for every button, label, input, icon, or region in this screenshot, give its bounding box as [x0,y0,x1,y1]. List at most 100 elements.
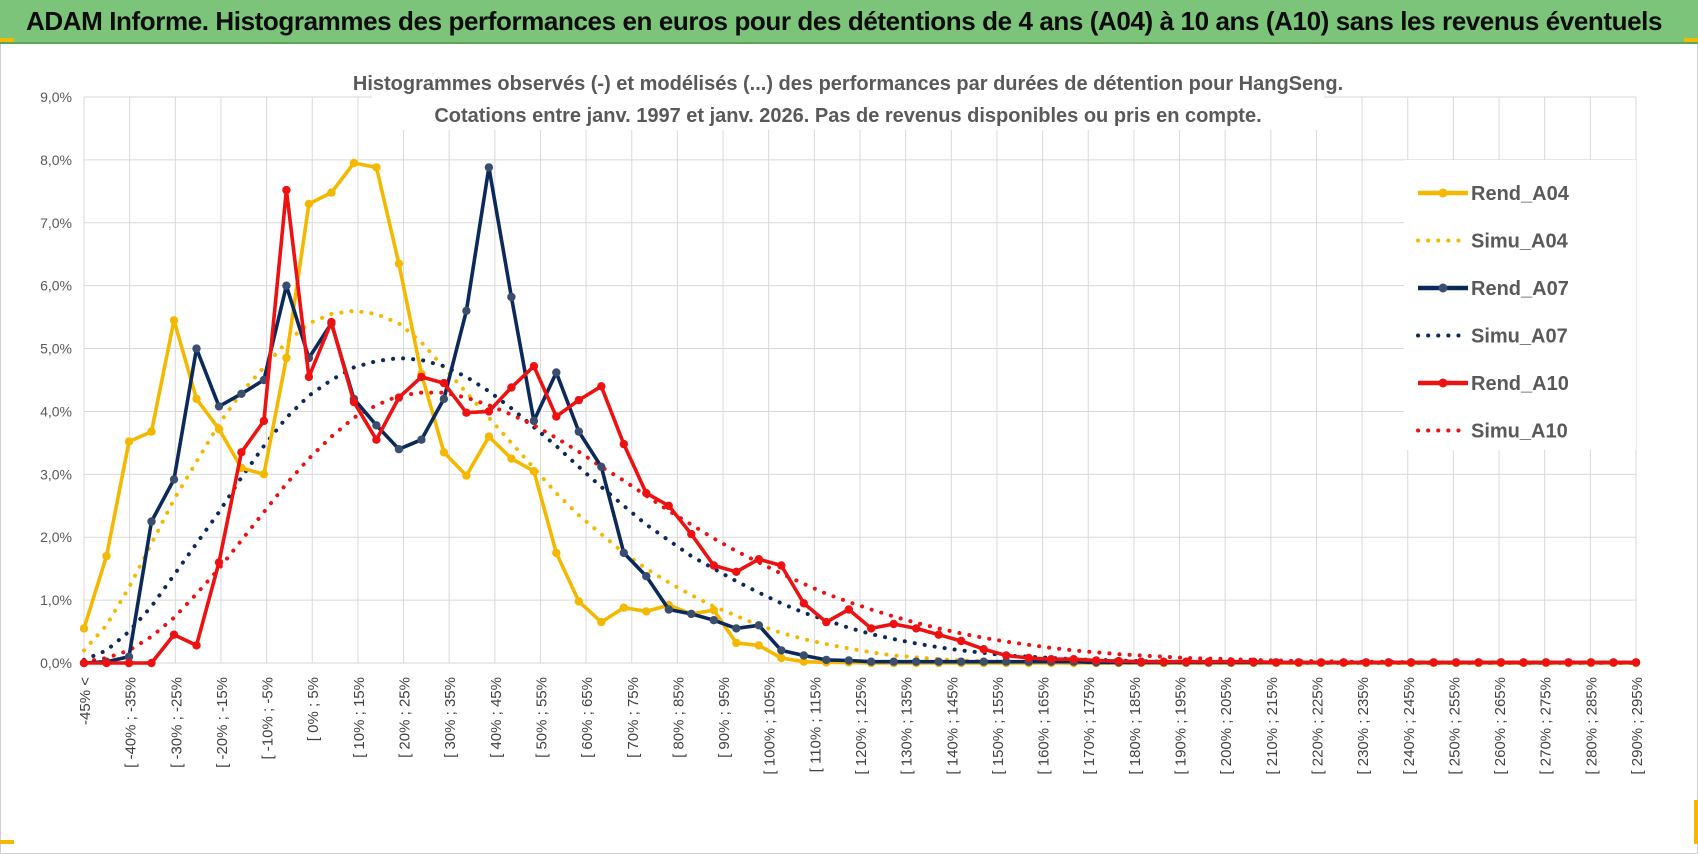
data-point [934,630,943,639]
data-point [282,281,291,290]
data-point [372,163,381,172]
x-tick-label: [ 180% ; 185% [1127,677,1144,775]
data-point [102,658,111,668]
data-point [124,658,134,668]
x-tick-label: [ 170% ; 175% [1081,677,1098,775]
data-point [799,599,808,608]
data-point [664,501,673,510]
data-point [1294,658,1303,667]
data-point [1339,658,1348,667]
series-line-rend-a10 [84,188,1636,665]
data-point [507,454,516,463]
x-tick-label: [ 80% ; 85% [670,677,687,758]
data-point [619,603,628,612]
x-tick-label: [ 130% ; 135% [899,677,916,775]
data-point [1564,658,1573,667]
data-point [1406,658,1416,667]
data-point [1271,658,1281,667]
chart-title-line-1: Histogrammes observés (-) et modélisés (… [353,73,1343,95]
y-tick-label: 8,0% [40,152,72,168]
data-point [394,259,404,268]
x-tick-label: [ 100% ; 105% [762,677,779,775]
data-point [327,188,336,197]
data-point [1047,655,1056,664]
data-point [507,383,516,392]
data-point [642,489,651,498]
x-tick-label: [ 200% ; 205% [1218,677,1235,775]
data-point [709,606,718,615]
data-point [799,651,808,660]
data-point [79,658,89,668]
data-point [529,467,539,476]
legend-label-simu-a04: Simu_A04 [1471,231,1569,253]
data-point [1451,658,1461,667]
data-point [844,656,853,665]
data-point [709,616,718,625]
data-point [214,402,224,411]
data-point [79,624,89,633]
data-point [1204,657,1213,666]
data-point [687,609,696,619]
data-point [417,372,426,382]
y-tick-label: 3,0% [40,466,72,482]
legend-marker [1438,378,1448,388]
data-point [867,657,876,666]
data-point [214,558,224,567]
data-point [169,475,179,484]
data-point [912,624,921,633]
data-point [687,529,696,539]
data-point [147,658,156,668]
data-point [777,561,786,570]
data-point [102,551,111,561]
x-tick-label: [ 110% ; 115% [807,677,824,772]
data-point [192,641,201,650]
x-tick-label: [ 230% ; 235% [1355,677,1372,775]
legend-marker [1438,283,1448,293]
data-point [147,427,156,436]
legend: Rend_A04 Simu_A04 Rend_A07 Simu_A07 Rend_A10… [1404,160,1636,450]
data-point [957,657,966,666]
x-tick-label: -45% < [77,677,94,725]
legend-background [1404,160,1636,450]
y-tick-label: 5,0% [40,341,72,357]
corner-mark-top-right [1684,38,1698,42]
data-point [1474,658,1483,667]
x-tick-label: [ -10% ; -5% [260,677,277,760]
data-point [732,624,741,633]
x-tick-label: [ 270% ; 275% [1538,677,1555,775]
data-point [619,548,628,558]
data-point [1384,658,1393,667]
x-tick-label: [ 50% ; 55% [533,677,550,758]
data-point [462,408,471,417]
data-point [484,432,494,441]
data-point [237,448,246,457]
x-tick-label: [ 10% ; 15% [351,677,368,758]
data-point [912,657,921,666]
data-point [1361,658,1371,667]
data-point [192,394,201,404]
data-point [777,646,786,655]
legend-label-rend-a04: Rend_A04 [1471,183,1570,205]
y-tick-label: 9,0% [40,89,72,105]
data-point [394,445,404,454]
data-point [867,624,876,633]
data-point [552,368,561,377]
data-point [754,641,763,650]
data-point [169,316,179,325]
x-tick-label: [ -20% ; -15% [214,677,231,768]
corner-mark-top-left [0,38,14,42]
x-tick-label: [ 260% ; 265% [1492,677,1509,775]
data-point [259,416,269,426]
data-point [169,630,179,639]
data-point [1609,658,1618,667]
data-point [1092,656,1101,665]
data-point [1002,657,1011,666]
data-point [327,317,336,327]
corner-mark-bottom-right [1694,800,1698,844]
chart-title-background [372,68,1324,130]
x-tick-label: [ 140% ; 145% [944,677,961,775]
data-point [462,306,471,315]
data-point [214,424,224,434]
legend-label-rend-a10: Rend_A10 [1471,373,1569,395]
